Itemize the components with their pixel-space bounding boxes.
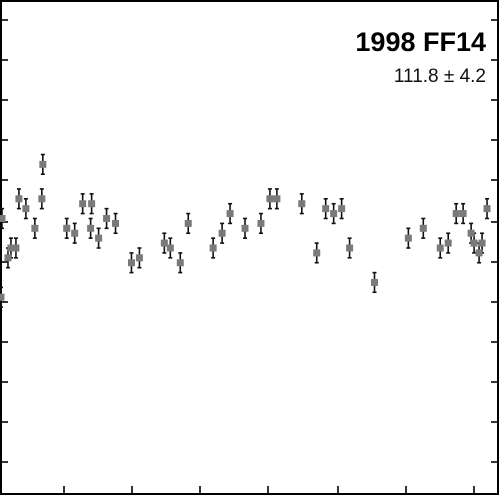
data-point <box>478 239 486 247</box>
data-point <box>444 239 452 247</box>
data-point <box>475 249 483 257</box>
data-point <box>226 210 234 218</box>
data-point <box>135 254 143 262</box>
data-point <box>218 229 226 237</box>
data-point <box>38 195 46 203</box>
data-point <box>31 224 39 232</box>
data-point <box>15 195 23 203</box>
data-point <box>63 224 71 232</box>
data-point <box>0 293 5 301</box>
data-point <box>459 210 467 218</box>
data-point <box>103 214 111 222</box>
data-point <box>88 200 96 208</box>
data-point <box>370 278 378 286</box>
data-point <box>95 234 103 242</box>
data-point <box>452 210 460 218</box>
data-point <box>419 224 427 232</box>
data-point <box>436 244 444 252</box>
data-point <box>7 244 15 252</box>
data-point <box>127 259 135 267</box>
data-point <box>298 200 306 208</box>
data-point <box>71 229 79 237</box>
data-point <box>266 195 274 203</box>
data-point <box>322 205 330 213</box>
chart-subtitle: 111.8 ± 4.2 <box>394 66 486 87</box>
data-point <box>79 200 87 208</box>
data-point <box>338 205 346 213</box>
data-point <box>39 160 47 168</box>
data-point <box>273 195 281 203</box>
data-point <box>166 244 174 252</box>
data-point <box>0 214 6 222</box>
data-point <box>176 259 184 267</box>
data-point <box>483 205 491 213</box>
data-point <box>257 219 265 227</box>
data-point <box>241 224 249 232</box>
data-point <box>330 210 338 218</box>
data-point <box>112 219 120 227</box>
data-point <box>4 254 12 262</box>
data-point <box>87 224 95 232</box>
data-point <box>22 205 30 213</box>
data-points <box>0 160 491 301</box>
data-point <box>467 229 475 237</box>
data-point <box>184 219 192 227</box>
axis-ticks <box>1 19 498 494</box>
data-point <box>12 244 20 252</box>
data-point <box>160 239 168 247</box>
data-point <box>470 239 478 247</box>
data-point <box>346 244 354 252</box>
data-point <box>404 234 412 242</box>
data-point <box>313 249 321 257</box>
data-point <box>209 244 217 252</box>
chart-title: 1998 FF14 <box>355 27 486 57</box>
